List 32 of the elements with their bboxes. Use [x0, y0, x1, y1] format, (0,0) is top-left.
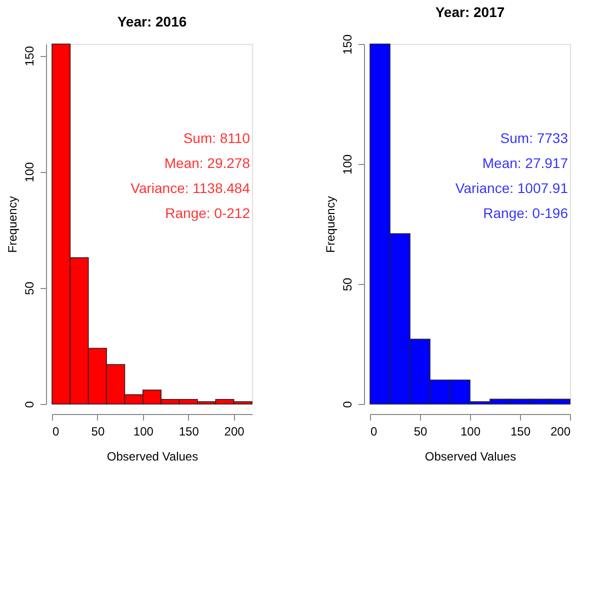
y-tick-label: 150	[340, 34, 354, 55]
x-tick-label: 150	[510, 424, 531, 438]
x-tick-label: 150	[178, 424, 200, 438]
y-tick-label: 150	[22, 46, 36, 66]
annotation: Range: 0-212	[165, 205, 250, 221]
annotation: Mean: 29.278	[164, 155, 250, 171]
x-tick-label: 100	[460, 424, 481, 438]
y-tick-label: 100	[22, 162, 36, 182]
annotation: Range: 0-196	[483, 205, 568, 221]
y-tick-label: 0	[22, 400, 36, 408]
y-tick-label: 100	[340, 154, 354, 175]
x-tick-label: 50	[91, 424, 105, 438]
chart-title: Year: 2016	[117, 14, 187, 30]
y-axis-title: Frequency	[6, 196, 20, 253]
x-tick-label: 50	[414, 424, 428, 438]
annotation: Variance: 1138.484	[130, 180, 250, 196]
x-tick-label: 100	[133, 424, 154, 438]
annotation: Mean: 27.917	[482, 155, 568, 171]
annotation: Variance: 1007.91	[455, 180, 568, 196]
y-axis-title: Frequency	[324, 196, 338, 253]
x-tick-label: 200	[550, 424, 571, 438]
x-tick-label: 200	[224, 424, 245, 438]
y-tick-label: 0	[340, 400, 354, 408]
y-tick-label: 50	[340, 278, 354, 292]
y-tick-label: 50	[22, 281, 36, 296]
annotation: Sum: 7733	[500, 130, 568, 146]
chart-title: Year: 2017	[435, 4, 505, 20]
x-axis-title: Observed Values	[106, 450, 198, 464]
x-axis-title: Observed Values	[424, 450, 516, 464]
x-tick-label: 0	[52, 424, 60, 438]
annotation: Sum: 8110	[183, 130, 250, 146]
x-tick-label: 0	[370, 424, 378, 438]
